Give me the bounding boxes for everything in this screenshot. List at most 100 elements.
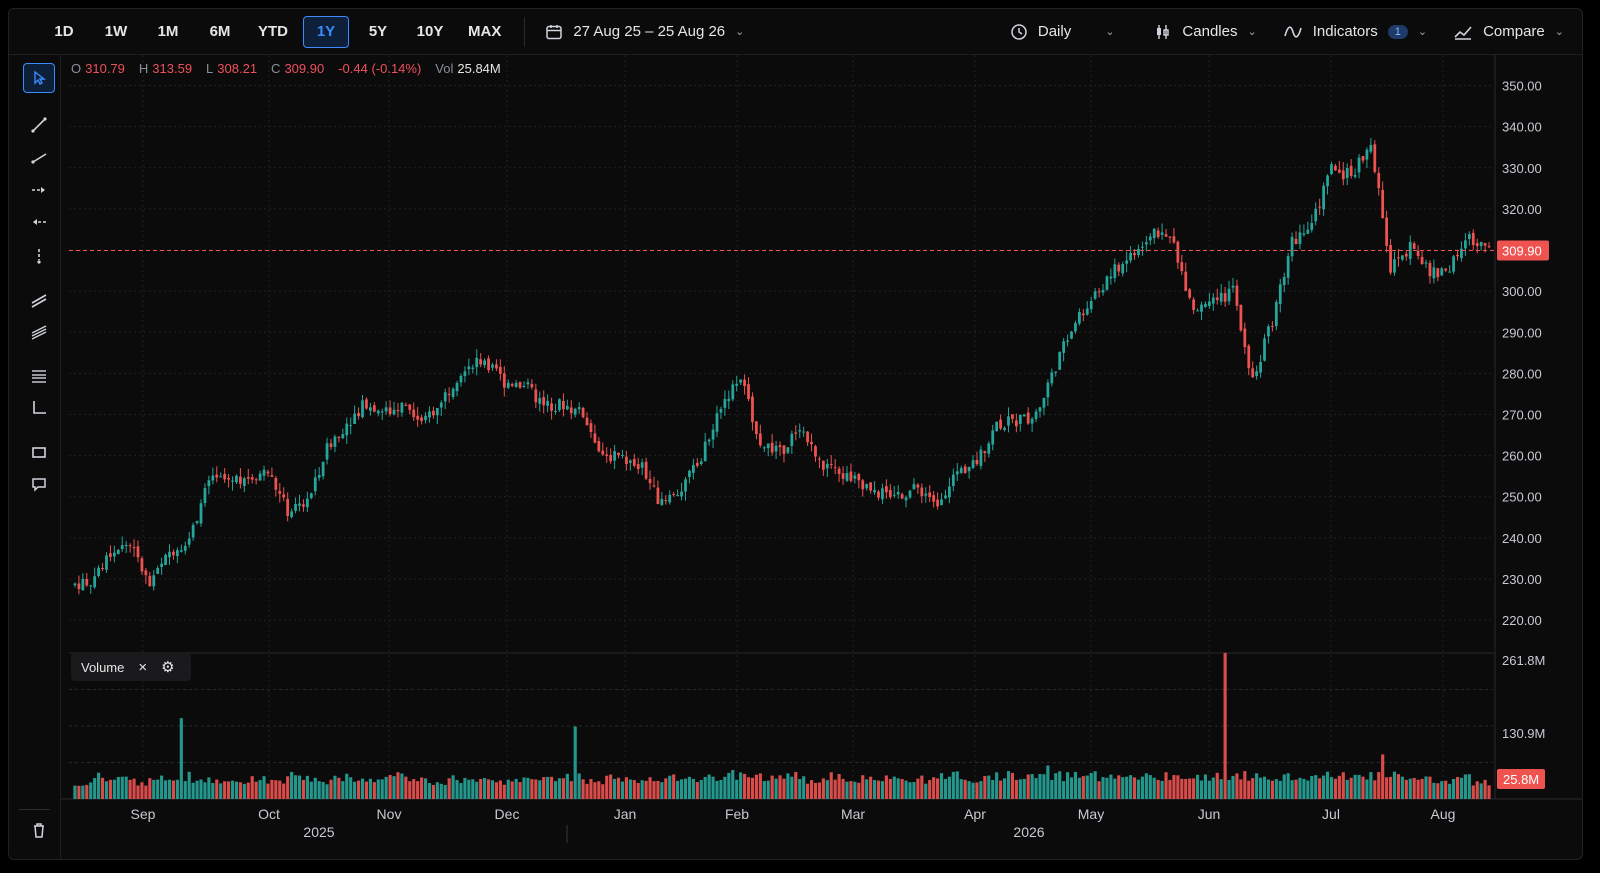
volume-bar — [376, 779, 380, 799]
volume-bar — [116, 777, 120, 799]
candle-body — [1357, 157, 1361, 173]
candle-body — [164, 554, 167, 565]
candle-body — [1050, 372, 1054, 384]
candle-body — [270, 475, 274, 477]
horizontal-ray-tool[interactable] — [23, 207, 55, 237]
candle-body — [526, 382, 530, 385]
candle-body — [77, 583, 81, 590]
volume-bar — [518, 782, 522, 799]
indicators-button[interactable]: Indicators 1 ⌄ — [1277, 16, 1433, 48]
interval-button[interactable]: Daily ⌄ — [1004, 16, 1121, 48]
candle-body — [1341, 170, 1345, 180]
candle-body — [845, 473, 849, 481]
volume-bar — [392, 776, 396, 799]
volume-bar — [349, 777, 353, 799]
volume-bar — [278, 780, 282, 799]
candle-body — [97, 567, 100, 577]
candle-body — [680, 491, 683, 497]
indicators-count-badge: 1 — [1387, 24, 1408, 39]
chart-style-button[interactable]: Candles ⌄ — [1148, 16, 1262, 48]
pitchfork-tool[interactable] — [23, 317, 55, 347]
cursor-tool[interactable] — [23, 63, 55, 93]
gear-icon[interactable]: ⚙ — [161, 659, 175, 676]
candle-body — [73, 583, 77, 586]
candle-body — [1223, 293, 1227, 302]
parallel-channel-tool[interactable] — [23, 285, 55, 315]
measure-tool[interactable] — [23, 393, 55, 423]
candle-body — [231, 480, 234, 482]
vertical-line-tool[interactable] — [23, 241, 55, 271]
candle-body — [573, 408, 577, 415]
compare-button[interactable]: Compare ⌄ — [1447, 16, 1570, 48]
volume-bar — [1318, 778, 1322, 799]
timeframe-5y-button[interactable]: 5Y — [368, 23, 388, 40]
callout-tool[interactable] — [23, 469, 55, 499]
volume-bar — [1077, 777, 1081, 799]
volume-bar — [238, 782, 242, 799]
candle-body — [1003, 427, 1006, 430]
candle-body — [1460, 248, 1463, 259]
volume-bar — [664, 778, 668, 799]
volume-bar — [1258, 777, 1263, 799]
price-tick-label: 350.00 — [1502, 79, 1542, 94]
candle-body — [380, 411, 384, 413]
volume-bar — [932, 777, 936, 799]
volume-bar — [242, 783, 246, 799]
rectangle-tool[interactable] — [23, 437, 55, 467]
candle-body — [105, 555, 108, 570]
candle-body — [1062, 341, 1066, 353]
candle-body — [755, 421, 758, 435]
volume-bar — [959, 779, 963, 799]
timeframe-max-button[interactable]: MAX — [468, 23, 502, 40]
ray-tool[interactable] — [23, 143, 55, 173]
volume-bar — [995, 772, 999, 799]
volume-bar — [951, 771, 955, 799]
volume-bar — [1239, 779, 1243, 799]
candle-body — [317, 475, 321, 478]
candle-body — [1294, 238, 1298, 245]
volume-bar — [317, 781, 321, 799]
volume-bar — [849, 781, 853, 799]
price-chart[interactable]: 350.00340.00330.00320.00310.00300.00290.… — [61, 55, 1583, 860]
trend-line-tool[interactable] — [23, 110, 55, 140]
candle-body — [1389, 245, 1392, 273]
volume-bar — [538, 780, 542, 799]
candle-body — [443, 392, 447, 402]
date-range-button[interactable]: 27 Aug 25 – 25 Aug 26 ⌄ — [539, 16, 750, 48]
delete-drawings-button[interactable] — [23, 815, 55, 845]
volume-bar — [1262, 776, 1267, 799]
timeframe-1d-button[interactable]: 1D — [54, 23, 74, 40]
candle-body — [172, 551, 175, 556]
candle-body — [1278, 284, 1282, 305]
volume-bar — [1270, 780, 1274, 799]
volume-bar — [786, 773, 790, 799]
volume-bar — [754, 774, 758, 799]
volume-bar — [388, 774, 392, 799]
candle-body — [727, 398, 731, 402]
timeframe-6m-button[interactable]: 6M — [209, 23, 231, 40]
price-tick-label: 300.00 — [1502, 284, 1542, 299]
candle-body — [522, 385, 526, 388]
candle-body — [1349, 165, 1353, 176]
volume-indicator-label[interactable]: Volume × ⚙ — [71, 653, 191, 681]
timeframe-ytd-button[interactable]: YTD — [258, 23, 288, 40]
volume-bar — [396, 772, 400, 799]
timeframe-1w-button[interactable]: 1W — [104, 23, 128, 40]
candle-body — [1428, 262, 1432, 277]
candle-body — [971, 460, 975, 468]
candle-body — [1081, 313, 1085, 316]
close-icon[interactable]: × — [138, 658, 148, 676]
candle-body — [1022, 414, 1026, 417]
timeframe-10y-button[interactable]: 10Y — [416, 23, 444, 40]
candle-body — [156, 568, 160, 574]
volume-bar — [865, 779, 869, 799]
volume-bar — [597, 781, 601, 799]
extended-line-tool[interactable] — [23, 175, 55, 205]
timeframe-1m-button[interactable]: 1M — [157, 23, 179, 40]
volume-bar — [1274, 779, 1278, 799]
volume-bar — [1322, 775, 1326, 799]
fib-retracement-tool[interactable] — [23, 361, 55, 391]
volume-bar — [175, 779, 179, 799]
candle-body — [1306, 229, 1310, 234]
timeframe-1y-button[interactable]: 1Y — [303, 15, 349, 48]
